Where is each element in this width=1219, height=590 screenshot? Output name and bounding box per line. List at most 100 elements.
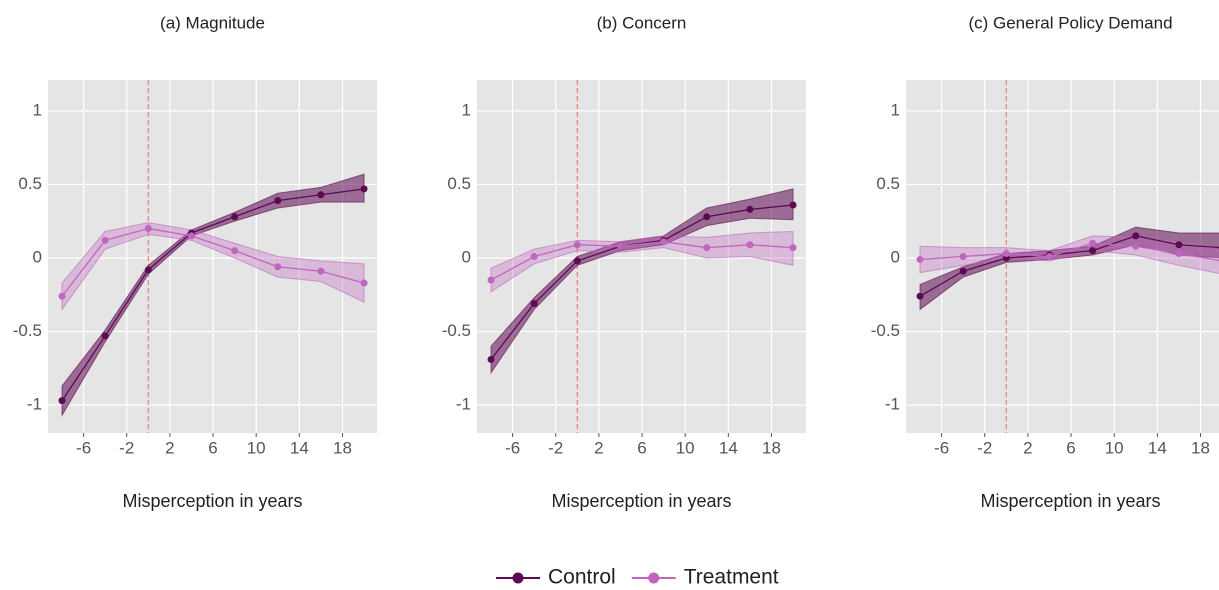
data-point [144, 266, 152, 274]
confidence-band [919, 226, 1219, 311]
x-tick-label: 2 [1023, 438, 1032, 457]
data-point [789, 244, 797, 252]
data-point [703, 244, 711, 252]
y-tick-label: 0.5 [447, 174, 471, 193]
data-point [144, 225, 152, 233]
data-point [1089, 247, 1097, 255]
x-tick-label: -6 [76, 438, 91, 457]
panel: (a) Magnitude -1 -0.5 0 0.5 1 -6 -2 2 6 10 14 18 Misp… [13, 13, 377, 511]
panel-title: (b) Concern [597, 13, 687, 32]
y-tick-label: -0.5 [442, 321, 471, 340]
data-point [101, 332, 109, 340]
data-point [746, 205, 754, 213]
data-point [317, 267, 325, 275]
x-tick-label: 18 [762, 438, 781, 457]
x-tick-label: 18 [1191, 438, 1210, 457]
x-tick-label: 6 [1066, 438, 1075, 457]
data-point [58, 292, 66, 300]
data-point [487, 276, 495, 284]
legend-label: Treatment [684, 566, 779, 589]
y-tick-label: 0.5 [876, 174, 900, 193]
y-tick-label: 1 [462, 100, 471, 119]
y-tick-label: -0.5 [13, 321, 42, 340]
legend: Control Treatment [496, 566, 779, 589]
x-tick-label: -2 [119, 438, 134, 457]
series-line [919, 242, 1219, 262]
confidence-band [61, 222, 365, 312]
x-tick-label: 14 [1148, 438, 1167, 457]
series-line [919, 235, 1219, 297]
confidence-band [61, 173, 365, 418]
data-point [1089, 239, 1097, 247]
x-tick-label: -2 [977, 438, 992, 457]
x-tick-label: 14 [719, 438, 738, 457]
confidence-band [919, 235, 1219, 275]
x-tick-label: -6 [934, 438, 949, 457]
data-point [317, 191, 325, 199]
y-tick-label: 1 [33, 100, 42, 119]
y-tick-label: -0.5 [871, 321, 900, 340]
legend-marker [512, 572, 524, 584]
data-point [487, 355, 495, 363]
data-point [530, 253, 538, 260]
data-point [573, 257, 581, 265]
legend-marker [648, 572, 660, 584]
x-axis-label: Misperception in years [551, 491, 731, 511]
data-point [231, 213, 239, 221]
data-point [789, 201, 797, 209]
data-point [231, 247, 239, 255]
x-tick-label: 10 [247, 438, 266, 457]
y-tick-label: -1 [27, 395, 42, 414]
x-tick-label: 18 [333, 438, 352, 457]
series-line [61, 188, 365, 402]
y-tick-label: -1 [456, 395, 471, 414]
x-tick-label: 10 [676, 438, 695, 457]
y-tick-label: 0 [891, 247, 900, 266]
x-tick-label: -6 [505, 438, 520, 457]
data-point [959, 253, 967, 260]
legend-label: Control [548, 566, 616, 589]
data-point [916, 255, 924, 263]
y-tick-label: -1 [885, 395, 900, 414]
data-point [360, 279, 368, 287]
x-tick-label: 2 [165, 438, 174, 457]
data-point [101, 236, 109, 244]
data-point [274, 197, 282, 205]
series-line [490, 241, 794, 281]
data-point [916, 292, 924, 300]
data-point [660, 238, 668, 246]
data-point [530, 300, 538, 308]
panel: (c) General Policy Demand -1 -0.5 0 0.5 1 -6 -2… [871, 13, 1219, 511]
data-point [58, 397, 66, 405]
x-tick-label: 2 [594, 438, 603, 457]
y-tick-label: 1 [891, 100, 900, 119]
data-point [274, 263, 282, 271]
data-point [187, 232, 195, 240]
x-tick-label: 14 [290, 438, 309, 457]
data-point [616, 242, 624, 250]
data-point [746, 241, 754, 249]
data-point [703, 213, 711, 221]
data-point [573, 241, 581, 249]
x-tick-label: 6 [637, 438, 646, 457]
data-point [360, 185, 368, 193]
panel: (b) Concern -1 -0.5 0 0.5 1 -6 -2 2 6 10 14 18 Misper… [442, 13, 806, 511]
series-line [61, 227, 365, 297]
data-point [1132, 232, 1140, 240]
x-axis-label: Misperception in years [122, 491, 302, 511]
x-tick-label: -2 [548, 438, 563, 457]
panel-title: (c) General Policy Demand [968, 13, 1172, 32]
data-point [959, 267, 967, 275]
data-point [1002, 250, 1010, 258]
y-tick-label: 0 [33, 247, 42, 266]
confidence-band [490, 188, 794, 375]
x-axis-label: Misperception in years [980, 491, 1160, 511]
y-tick-label: 0.5 [18, 174, 42, 193]
data-point [1132, 242, 1140, 250]
data-point [1175, 250, 1183, 258]
data-point [1175, 241, 1183, 249]
x-tick-label: 6 [208, 438, 217, 457]
x-tick-label: 10 [1105, 438, 1124, 457]
data-point [1045, 253, 1053, 260]
